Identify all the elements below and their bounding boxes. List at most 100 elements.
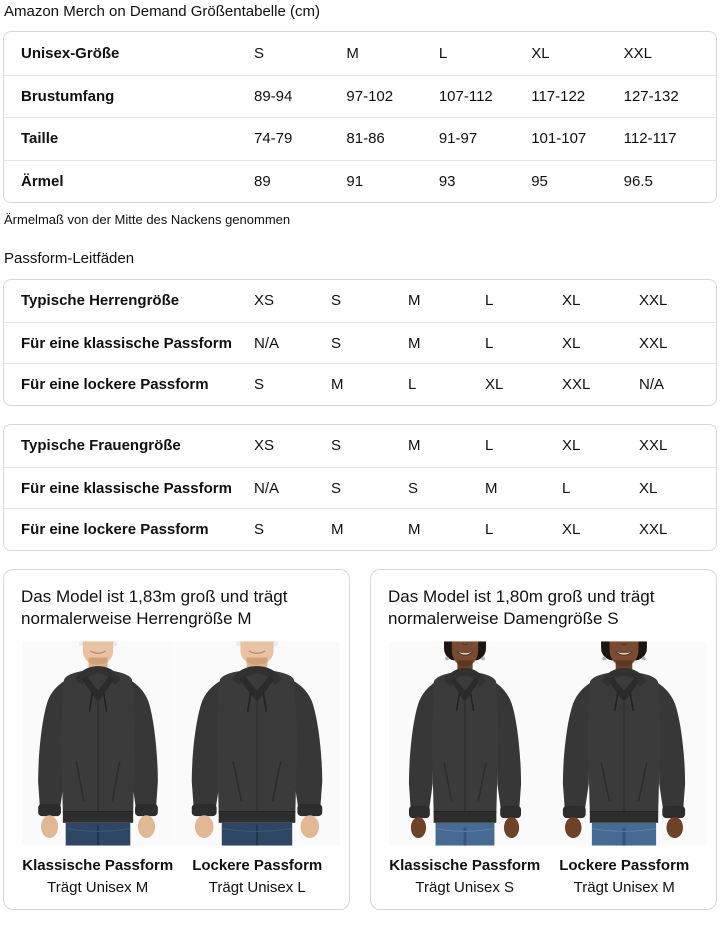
size-cell: 89 [254, 172, 271, 190]
size-cell: L [485, 334, 494, 352]
model-photo-women-loose [541, 637, 707, 850]
fit-size-label: Trägt Unisex S [415, 879, 515, 897]
fit-guides-heading: Passform-Leitfäden [4, 250, 135, 267]
size-cell: 89-94 [254, 87, 293, 105]
size-cell: XXL [639, 521, 668, 539]
size-cell: N/A [254, 479, 280, 497]
size-cell: 112-117 [623, 130, 677, 148]
size-cell: M [485, 479, 498, 497]
size-cell: XS [254, 437, 275, 455]
size-cell: 91 [346, 172, 364, 190]
page-title: Amazon Merch on Demand Größentabelle (cm… [4, 3, 320, 20]
row-label: Für eine klassische Passform [21, 479, 232, 497]
size-cell: L [438, 44, 448, 62]
figure-loose-fit: Lockere Passform Trägt Unisex M [545, 637, 705, 896]
size-cell: XL [562, 334, 581, 352]
size-cell: S [408, 479, 419, 497]
size-cell: XXL [639, 292, 668, 310]
table-header-row: Unisex-Größe S M L XL XXL [4, 32, 716, 75]
size-cell: 107-112 [438, 87, 493, 105]
size-cell: XXL [623, 44, 652, 62]
size-cell: N/A [254, 334, 280, 352]
size-cell: S [254, 521, 265, 539]
size-cell: XXL [562, 376, 591, 394]
size-cell: M [408, 437, 421, 455]
size-cell: L [562, 479, 571, 497]
table-row: Ärmel 89 91 93 95 96.5 [4, 159, 716, 202]
table-row: Brustumfang 89-94 97-102 107-112 117-122… [4, 74, 716, 117]
size-cell: 95 [531, 172, 548, 190]
size-cell: XL [485, 376, 504, 394]
size-cell: 117-122 [531, 87, 586, 105]
size-cell: 96.5 [623, 172, 653, 190]
fit-size-label: Trägt Unisex L [208, 879, 306, 897]
model-photo-men-classic [22, 637, 174, 850]
size-cell: L [408, 376, 417, 394]
size-cell: L [485, 437, 494, 455]
row-label: Für eine klassische Passform [21, 334, 232, 352]
row-label: Typische Herrengröße [21, 292, 180, 310]
model-description: Das Model ist 1,83m groß und trägt norma… [21, 587, 288, 629]
womens-fit-table: Typische Frauengröße XS S M L XL XXL Für… [3, 424, 717, 552]
size-cell: S [331, 437, 342, 455]
size-cell: 101-107 [531, 130, 587, 148]
size-cell: L [485, 521, 494, 539]
figure-loose-fit: Lockere Passform Trägt Unisex L [178, 637, 338, 896]
row-label: Für eine lockere Passform [21, 521, 209, 539]
size-cell: M [331, 521, 344, 539]
size-cell: S [331, 479, 342, 497]
figure-classic-fit: Klassische Passform Trägt Unisex S [385, 637, 545, 896]
size-cell: XL [562, 437, 581, 455]
table-row: Typische Herrengröße XS S M L XL XXL [4, 280, 716, 322]
size-cell: 74-79 [254, 130, 293, 148]
mens-fit-table: Typische Herrengröße XS S M L XL XXL Für… [3, 279, 717, 407]
size-cell: M [331, 376, 344, 394]
table-row: Taille 74-79 81-86 91-97 101-107 112-117 [4, 117, 716, 160]
fit-label: Klassische Passform [389, 857, 541, 875]
unisex-size-table: Unisex-Größe S M L XL XXL Brustumfang 89… [3, 31, 717, 203]
row-label: Ärmel [21, 172, 64, 190]
model-photo-women-classic [389, 637, 541, 850]
size-cell: 127-132 [623, 87, 679, 105]
model-figures: Klassische Passform Trägt Unisex S Locke… [385, 637, 704, 896]
table-row: Typische Frauengröße XS S M L XL XXL [4, 425, 716, 467]
size-cell: 97-102 [346, 87, 394, 105]
row-label: Für eine lockere Passform [21, 376, 209, 394]
size-cell: XXL [639, 334, 668, 352]
fit-label: Lockere Passform [559, 857, 690, 875]
row-label: Brustumfang [21, 87, 115, 105]
size-cell: XS [254, 292, 275, 310]
table-row: Für eine lockere Passform S M M L XL XXL [4, 508, 716, 551]
model-cards: Das Model ist 1,83m groß und trägt norma… [3, 569, 717, 911]
figure-classic-fit: Klassische Passform Trägt Unisex M [18, 637, 178, 896]
size-cell: M [346, 44, 359, 62]
table-row: Für eine klassische Passform N/A S S M L… [4, 466, 716, 509]
fit-size-label: Trägt Unisex M [573, 879, 675, 897]
sleeve-measure-footnote: Ärmelmaß von der Mitte des Nackens genom… [4, 212, 291, 227]
model-photo-men-loose [174, 637, 340, 850]
size-cell: XL [531, 44, 550, 62]
row-label: Taille [21, 130, 59, 148]
size-cell: M [408, 292, 421, 310]
size-cell: XL [639, 479, 658, 497]
fit-size-label: Trägt Unisex M [47, 879, 149, 897]
row-label: Typische Frauengröße [21, 437, 181, 455]
model-figures: Klassische Passform Trägt Unisex M Locke… [18, 637, 337, 896]
size-cell: S [254, 376, 265, 394]
size-cell: M [408, 521, 421, 539]
model-card-women: Das Model ist 1,80m groß und trägt norma… [370, 569, 717, 911]
size-cell: M [408, 334, 421, 352]
size-cell: S [331, 334, 342, 352]
fit-label: Lockere Passform [192, 857, 323, 875]
size-cell: S [331, 292, 342, 310]
fit-label: Klassische Passform [22, 857, 174, 875]
model-description: Das Model ist 1,80m groß und trägt norma… [388, 587, 655, 629]
table-row: Für eine lockere Passform S M L XL XXL N… [4, 363, 716, 406]
size-cell: N/A [639, 376, 665, 394]
size-cell: 93 [438, 172, 456, 190]
row-label: Unisex-Größe [21, 44, 120, 62]
size-cell: XL [562, 521, 581, 539]
size-cell: 81-86 [346, 130, 385, 148]
size-cell: L [485, 292, 494, 310]
